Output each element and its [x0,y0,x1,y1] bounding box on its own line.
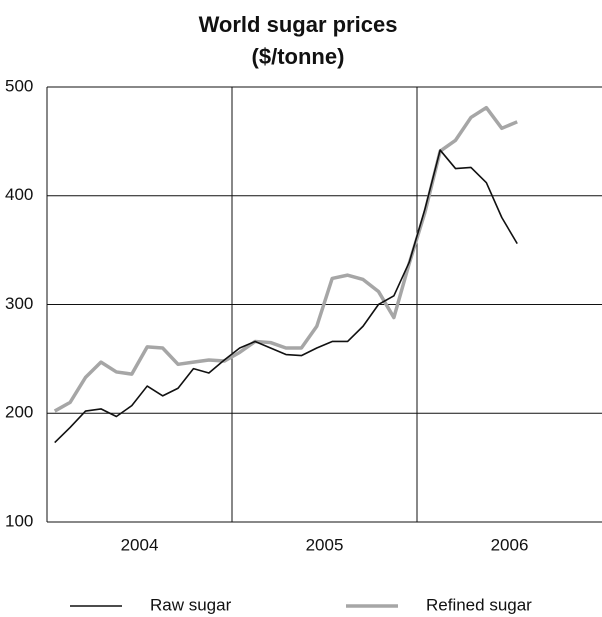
line-series [53,105,518,413]
x-tick-label: 2006 [491,535,529,554]
y-tick-label: 500 [5,76,33,95]
line-series [54,149,518,444]
legend-label: Raw sugar [150,595,232,614]
y-tick-label: 300 [5,294,33,313]
x-tick-label: 2005 [306,535,344,554]
y-tick-label: 100 [5,511,33,530]
chart-subtitle: ($/tonne) [252,44,345,69]
legend-label: Refined sugar [426,595,532,614]
y-tick-label: 400 [5,185,33,204]
y-tick-label: 200 [5,403,33,422]
x-tick-label: 2004 [121,535,159,554]
chart-title: World sugar prices [199,12,398,37]
